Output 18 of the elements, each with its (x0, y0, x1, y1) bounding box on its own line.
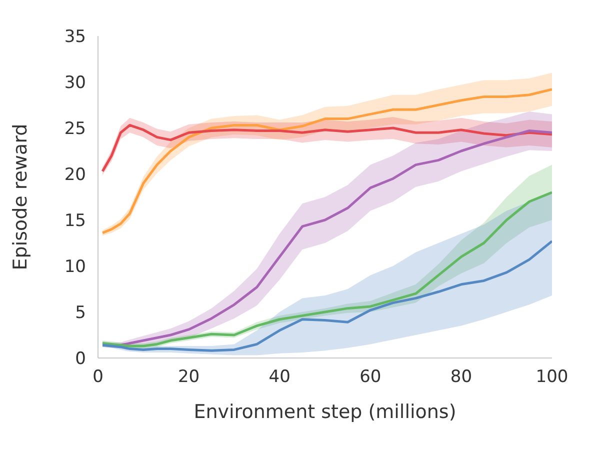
line-series (101, 124, 552, 172)
x-axis-title: Environment step (millions) (194, 401, 456, 423)
y-axis-title: Episode reward (10, 124, 32, 270)
x-tick-label: 60 (360, 367, 382, 388)
y-tick-label: 15 (64, 211, 86, 232)
y-tick-label: 30 (64, 73, 86, 94)
x-tick-label: 20 (178, 367, 200, 388)
x-tick-label: 100 (536, 367, 568, 388)
x-tick-label: 40 (268, 367, 290, 388)
y-tick-label: 10 (64, 257, 86, 278)
y-tick-label: 35 (64, 27, 86, 48)
y-tick-label: 0 (75, 349, 86, 370)
y-tick-label: 5 (75, 303, 86, 324)
x-tick-label: 80 (450, 367, 472, 388)
line-series (101, 240, 552, 352)
y-tick-label: 25 (64, 119, 86, 140)
x-tick-label: 0 (92, 367, 104, 388)
y-tick-label: 20 (64, 165, 86, 186)
